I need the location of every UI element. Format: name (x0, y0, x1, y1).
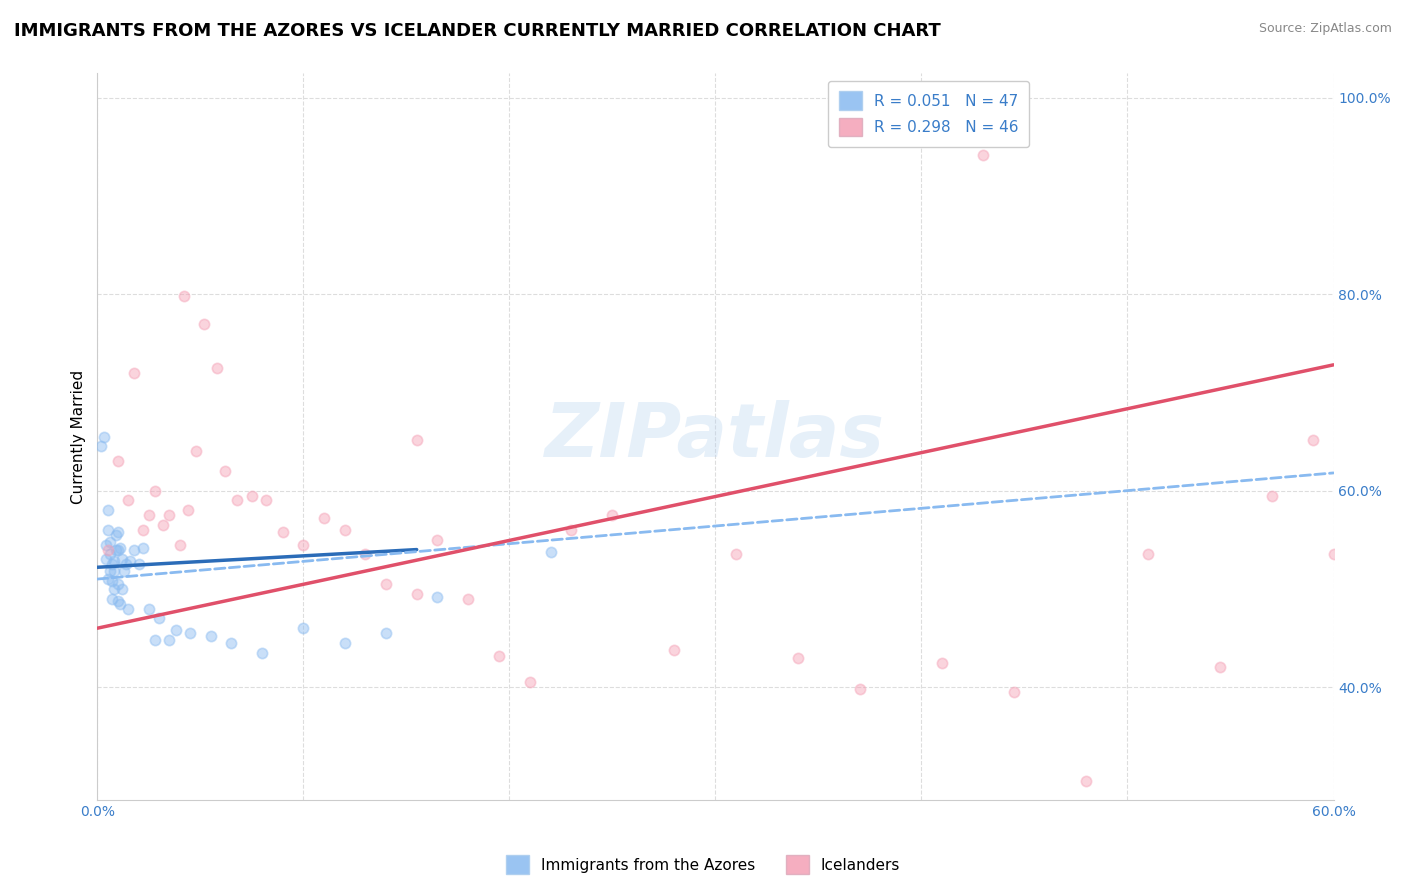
Point (124, 542, 146, 557)
Point (107, 577, 129, 591)
Point (111, 582, 134, 596)
Text: Source: ZipAtlas.com: Source: ZipAtlas.com (1258, 22, 1392, 36)
Point (426, 533, 449, 547)
Point (724, 548, 747, 562)
Point (219, 636, 242, 650)
Point (405, 587, 427, 601)
Point (100, 591, 122, 606)
Point (97, 523, 120, 537)
Point (117, 601, 139, 615)
Point (292, 621, 315, 635)
Point (205, 360, 228, 375)
Point (131, 523, 153, 537)
Point (1002, 685, 1025, 699)
Point (540, 544, 562, 558)
Point (250, 646, 273, 660)
Point (98, 548, 121, 562)
Point (931, 656, 953, 670)
Point (226, 493, 249, 508)
Point (107, 454, 129, 468)
Point (405, 433, 427, 447)
Text: IMMIGRANTS FROM THE AZORES VS ICELANDER CURRENTLY MARRIED CORRELATION CHART: IMMIGRANTS FROM THE AZORES VS ICELANDER … (14, 22, 941, 40)
Point (94, 538, 117, 552)
Point (152, 518, 174, 533)
Point (148, 611, 170, 625)
Point (94, 552, 117, 566)
Point (93, 429, 115, 443)
Point (519, 675, 541, 690)
Point (488, 648, 510, 663)
Point (131, 541, 153, 555)
Point (457, 591, 479, 606)
Point (426, 590, 449, 604)
Point (128, 558, 150, 572)
Point (90, 439, 112, 453)
Legend: R = 0.051   N = 47, R = 0.298   N = 46: R = 0.051 N = 47, R = 0.298 N = 46 (828, 80, 1029, 147)
Point (200, 629, 222, 643)
Point (108, 597, 131, 611)
Point (312, 511, 335, 525)
Point (100, 574, 122, 588)
Point (193, 317, 215, 331)
Point (165, 623, 187, 637)
Point (214, 464, 236, 478)
Point (138, 508, 160, 523)
Point (159, 508, 181, 523)
Point (186, 444, 208, 458)
Point (117, 493, 139, 508)
Point (169, 538, 191, 552)
Point (103, 564, 125, 578)
Point (1076, 773, 1098, 788)
Point (104, 542, 127, 557)
Point (173, 289, 195, 303)
Point (112, 564, 135, 578)
Point (240, 489, 263, 503)
Point (97, 572, 120, 586)
Point (254, 493, 277, 508)
Point (602, 508, 624, 523)
Point (107, 524, 129, 539)
Text: ZIPatlas: ZIPatlas (546, 401, 886, 473)
Point (560, 523, 582, 537)
Point (664, 642, 686, 657)
Point (107, 593, 129, 607)
Point (98, 564, 121, 578)
Point (354, 548, 377, 562)
Point (271, 524, 294, 539)
Point (1137, 548, 1160, 562)
Point (107, 542, 129, 557)
Legend: Immigrants from the Azores, Icelanders: Immigrants from the Azores, Icelanders (499, 849, 907, 880)
Point (103, 554, 125, 568)
Point (1209, 660, 1232, 674)
Point (177, 503, 200, 517)
Point (97, 542, 120, 557)
Y-axis label: Currently Married: Currently Married (72, 369, 86, 504)
Point (1322, 548, 1344, 562)
Point (124, 366, 146, 380)
Point (143, 483, 166, 498)
Point (1260, 489, 1282, 503)
Point (972, 147, 994, 161)
Point (98, 534, 121, 549)
Point (179, 626, 201, 640)
Point (108, 541, 131, 555)
Point (1302, 433, 1324, 447)
Point (292, 538, 315, 552)
Point (848, 682, 870, 697)
Point (333, 636, 356, 650)
Point (115, 558, 138, 572)
Point (120, 554, 142, 568)
Point (333, 523, 356, 537)
Point (786, 650, 808, 665)
Point (100, 558, 122, 572)
Point (103, 582, 125, 596)
Point (97, 503, 120, 517)
Point (159, 632, 181, 647)
Point (374, 577, 396, 591)
Point (138, 601, 160, 615)
Point (111, 552, 134, 566)
Point (374, 626, 396, 640)
Point (143, 632, 166, 647)
Point (104, 528, 127, 542)
